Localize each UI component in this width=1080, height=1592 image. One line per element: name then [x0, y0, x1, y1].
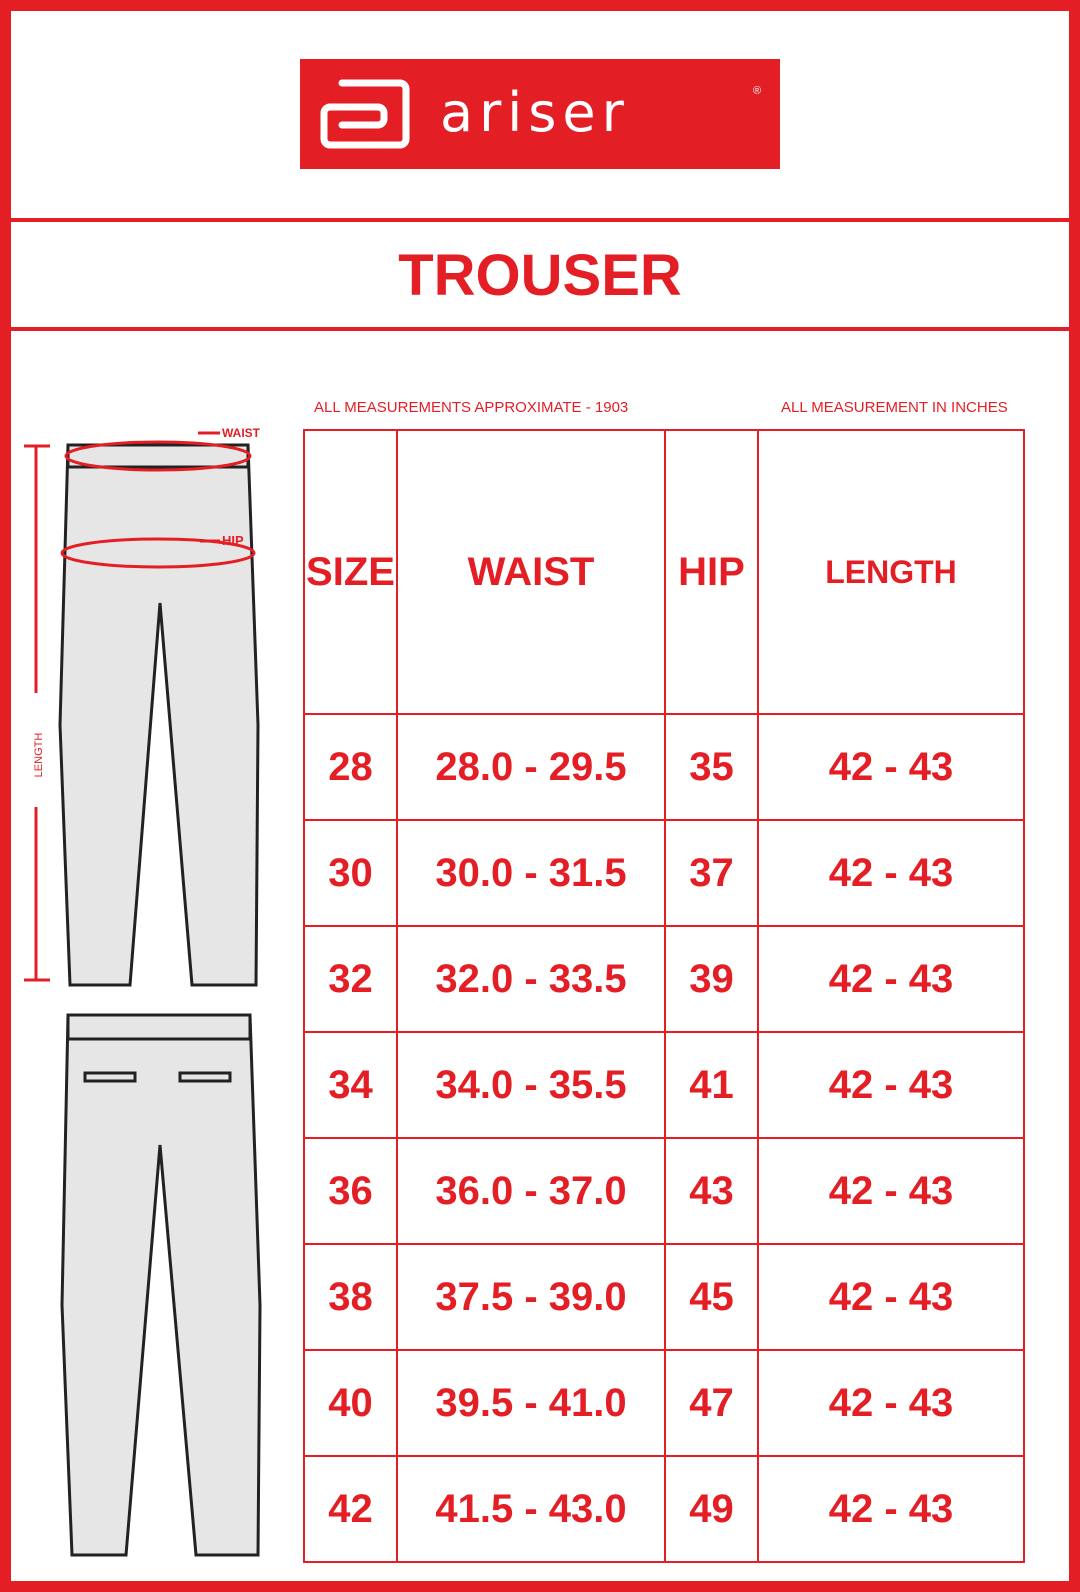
- cell-waist: 34.0 - 35.5: [396, 1031, 666, 1140]
- size-chart-table: SIZE WAIST HIP LENGTH 28 28.0 - 29.5 35 42 …: [303, 428, 1025, 1563]
- cell-size: 36: [303, 1137, 398, 1246]
- table-row: 34 34.0 - 35.5 41 42 - 43: [303, 1031, 1025, 1140]
- table-row: 40 39.5 - 41.0 47 42 - 43: [303, 1349, 1025, 1458]
- cell-hip: 43: [664, 1137, 759, 1246]
- divider: [11, 327, 1069, 331]
- cell-length: 42 - 43: [757, 925, 1025, 1034]
- brand-logo: ariser ®: [300, 59, 780, 169]
- cell-size: 30: [303, 819, 398, 928]
- cell-hip: 47: [664, 1349, 759, 1458]
- header-size: SIZE: [303, 428, 398, 716]
- page-title: TROUSER: [398, 243, 682, 308]
- cell-size: 42: [303, 1455, 398, 1563]
- table-row: 32 32.0 - 33.5 39 42 - 43: [303, 925, 1025, 1034]
- cell-waist: 37.5 - 39.0: [396, 1243, 666, 1352]
- table-row: 30 30.0 - 31.5 37 42 - 43: [303, 819, 1025, 928]
- cell-hip: 35: [664, 713, 759, 822]
- cell-length: 42 - 43: [757, 1243, 1025, 1352]
- header-hip: HIP: [664, 428, 759, 716]
- registered-mark: ®: [753, 85, 762, 97]
- header-length: LENGTH: [757, 428, 1025, 716]
- hip-label: HIP: [222, 533, 244, 548]
- divider: [11, 218, 1069, 222]
- cell-hip: 37: [664, 819, 759, 928]
- cell-waist: 32.0 - 33.5: [396, 925, 666, 1034]
- cell-hip: 41: [664, 1031, 759, 1140]
- waist-label: WAIST: [222, 426, 261, 440]
- cell-hip: 39: [664, 925, 759, 1034]
- cell-size: 40: [303, 1349, 398, 1458]
- cell-length: 42 - 43: [757, 713, 1025, 822]
- cell-waist: 28.0 - 29.5: [396, 713, 666, 822]
- cell-waist: 41.5 - 43.0: [396, 1455, 666, 1563]
- cell-length: 42 - 43: [757, 1031, 1025, 1140]
- table-row: 42 41.5 - 43.0 49 42 - 43: [303, 1455, 1025, 1563]
- cell-size: 34: [303, 1031, 398, 1140]
- approx-note: ALL MEASUREMENTS APPROXIMATE - 1903: [314, 399, 629, 416]
- cell-hip: 49: [664, 1455, 759, 1563]
- table-header-row: SIZE WAIST HIP LENGTH: [303, 428, 1025, 716]
- length-label: LENGTH: [33, 733, 45, 778]
- cell-waist: 39.5 - 41.0: [396, 1349, 666, 1458]
- cell-waist: 36.0 - 37.0: [396, 1137, 666, 1246]
- table-row: 38 37.5 - 39.0 45 42 - 43: [303, 1243, 1025, 1352]
- cell-size: 32: [303, 925, 398, 1034]
- cell-size: 38: [303, 1243, 398, 1352]
- trouser-diagram: LENGTH WAIST HIP: [24, 426, 262, 1557]
- units-note: ALL MEASUREMENT IN INCHES: [781, 399, 1008, 416]
- cell-waist: 30.0 - 31.5: [396, 819, 666, 928]
- header-waist: WAIST: [396, 428, 666, 716]
- cell-length: 42 - 43: [757, 1349, 1025, 1458]
- cell-length: 42 - 43: [757, 819, 1025, 928]
- cell-size: 28: [303, 713, 398, 822]
- table-row: 28 28.0 - 29.5 35 42 - 43: [303, 713, 1025, 822]
- logo-mark-icon: [320, 79, 410, 149]
- table-row: 36 36.0 - 37.0 43 42 - 43: [303, 1137, 1025, 1246]
- cell-length: 42 - 43: [757, 1137, 1025, 1246]
- brand-name: ariser: [440, 81, 630, 144]
- cell-hip: 45: [664, 1243, 759, 1352]
- cell-length: 42 - 43: [757, 1455, 1025, 1563]
